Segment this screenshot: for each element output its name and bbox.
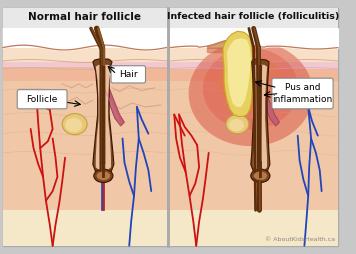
FancyBboxPatch shape bbox=[111, 66, 146, 83]
Polygon shape bbox=[96, 65, 111, 174]
Polygon shape bbox=[171, 58, 338, 69]
Polygon shape bbox=[3, 58, 167, 67]
Polygon shape bbox=[93, 59, 114, 179]
Ellipse shape bbox=[254, 171, 267, 180]
Polygon shape bbox=[254, 78, 279, 126]
Polygon shape bbox=[3, 8, 167, 28]
Ellipse shape bbox=[229, 119, 244, 131]
Ellipse shape bbox=[62, 114, 87, 135]
Polygon shape bbox=[3, 81, 167, 210]
Text: Infected hair follicle (folliculitis): Infected hair follicle (folliculitis) bbox=[167, 12, 340, 21]
Polygon shape bbox=[254, 65, 267, 174]
Polygon shape bbox=[171, 8, 338, 28]
FancyBboxPatch shape bbox=[3, 8, 167, 246]
Text: Normal hair follicle: Normal hair follicle bbox=[28, 12, 141, 22]
FancyBboxPatch shape bbox=[171, 8, 338, 246]
Text: Follicle: Follicle bbox=[26, 95, 58, 104]
Polygon shape bbox=[171, 81, 338, 210]
Polygon shape bbox=[99, 78, 125, 126]
Polygon shape bbox=[171, 65, 338, 81]
Polygon shape bbox=[227, 38, 251, 107]
Polygon shape bbox=[3, 43, 167, 62]
Text: Hair: Hair bbox=[119, 70, 137, 79]
Ellipse shape bbox=[97, 171, 110, 180]
Text: Pus and
inflammation: Pus and inflammation bbox=[272, 83, 333, 104]
Ellipse shape bbox=[189, 41, 313, 146]
Ellipse shape bbox=[65, 118, 82, 132]
Polygon shape bbox=[171, 210, 338, 246]
FancyBboxPatch shape bbox=[272, 78, 333, 109]
Ellipse shape bbox=[94, 169, 113, 183]
Text: © AboutKidsHealth.ca: © AboutKidsHealth.ca bbox=[265, 237, 335, 242]
Polygon shape bbox=[3, 28, 167, 47]
Ellipse shape bbox=[203, 48, 299, 129]
Polygon shape bbox=[171, 43, 338, 62]
Ellipse shape bbox=[251, 169, 270, 183]
Polygon shape bbox=[3, 65, 167, 81]
Polygon shape bbox=[171, 28, 338, 47]
Ellipse shape bbox=[217, 55, 284, 113]
Polygon shape bbox=[3, 210, 167, 246]
Polygon shape bbox=[223, 31, 254, 117]
Polygon shape bbox=[251, 59, 270, 179]
FancyBboxPatch shape bbox=[17, 90, 67, 109]
Ellipse shape bbox=[226, 115, 249, 134]
